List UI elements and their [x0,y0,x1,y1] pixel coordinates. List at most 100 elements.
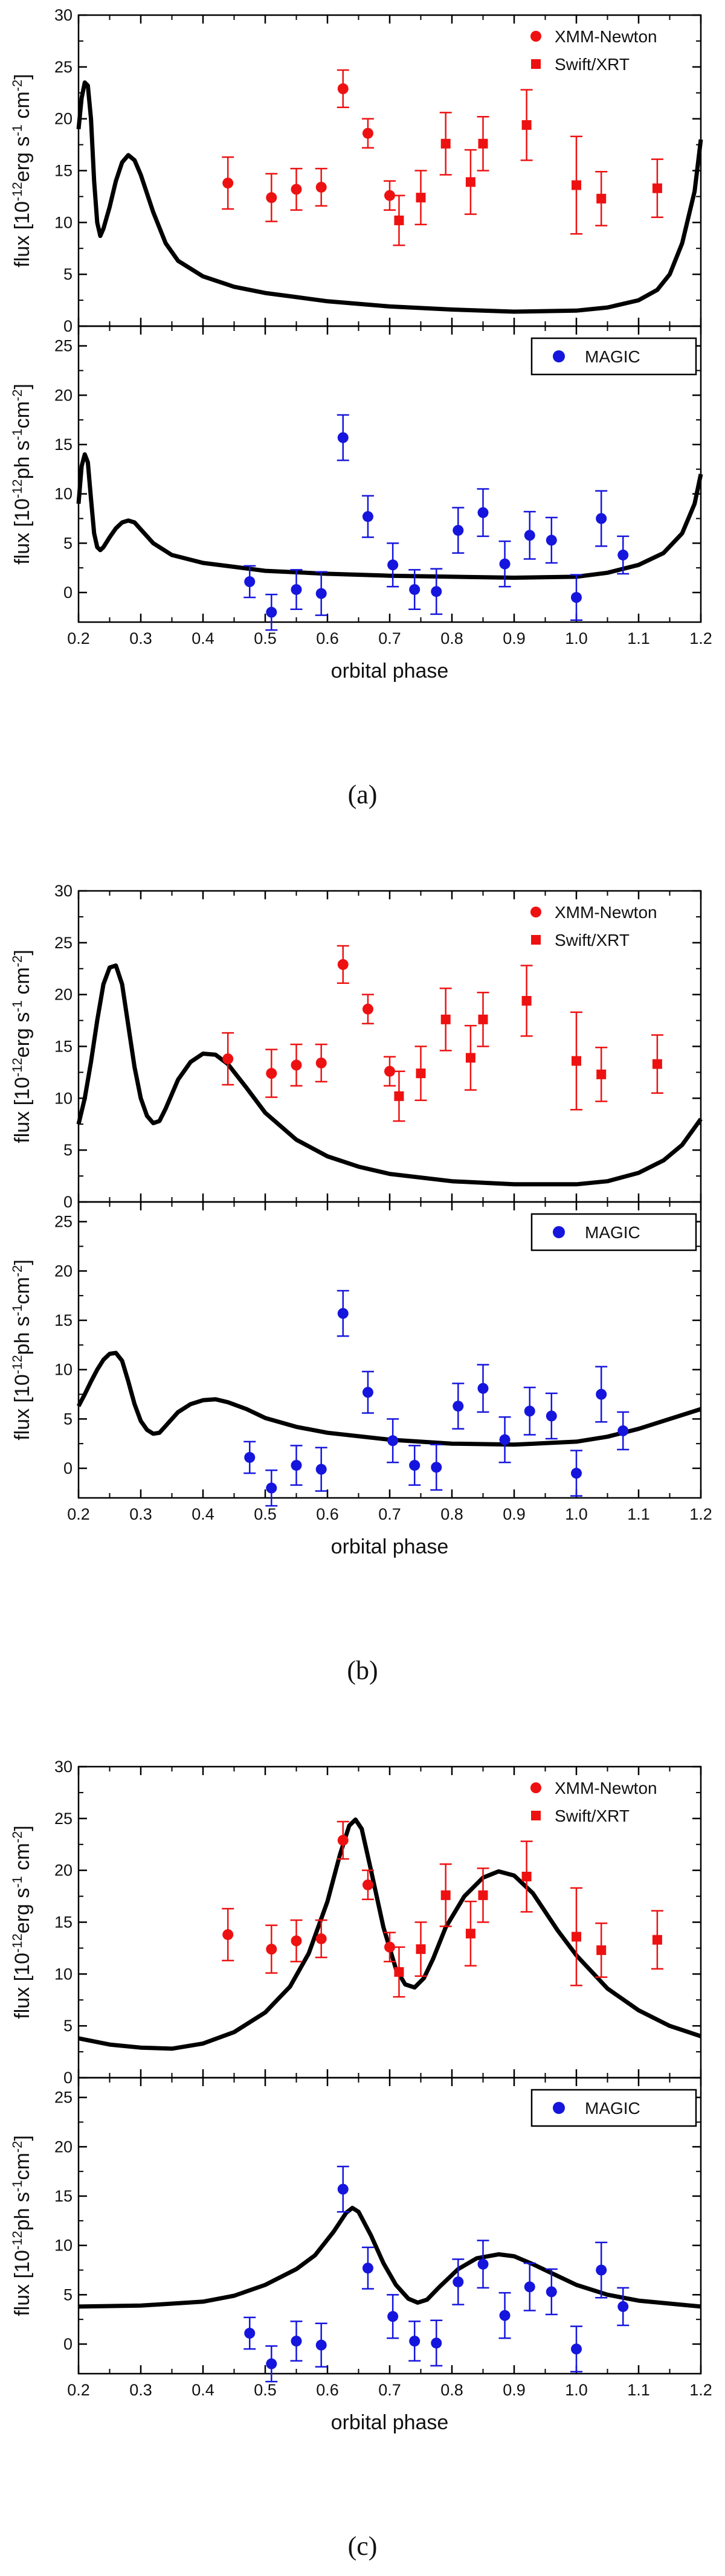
magic-point [431,1462,442,1473]
y-label-part: ] [11,384,34,389]
magic-point [617,2301,629,2312]
magic-point [337,432,349,443]
swift-point [440,138,451,149]
y-tick-label: 15 [54,2187,72,2205]
xmm-point [266,1944,277,1955]
swift-point [394,1091,404,1101]
x-tick-label: 1.2 [689,1505,712,1523]
magic-point [477,2258,489,2270]
y-tick-label: 10 [54,213,72,231]
legend-swift-label: Swift/XRT [555,1807,630,1825]
xmm-point [362,1879,373,1890]
magic-point [362,1387,373,1398]
xray-legend: XMM-Newton Swift/XRT [530,27,657,74]
y-tick-label: 25 [54,58,72,76]
magic-point [244,2328,256,2339]
y-label-part: cm [11,2153,34,2180]
swift-point [478,1014,488,1024]
magic-point [337,2183,349,2195]
y-tick-label: 20 [54,986,72,1004]
xray-y-label: flux [10-12erg s-1 cm-2] [10,74,34,267]
y-tick-label: 20 [54,1861,72,1880]
swift-point [572,180,581,190]
y-label-part: -1 [10,429,25,441]
y-tick-label: 10 [54,1089,72,1107]
y-tick-label: 5 [63,1141,72,1159]
x-tick-label: 0.5 [254,2381,277,2399]
magic-point [453,2276,464,2288]
x-tick-label: 1.2 [689,2381,712,2399]
x-tick-label: 0.5 [254,629,277,647]
y-label-part: -1 [10,1000,25,1012]
x-tick-label: 1.2 [689,629,712,647]
gamma-model-curve [76,452,703,580]
gamma-model-curve [76,1351,702,1447]
x-tick-label: 0.8 [440,629,463,647]
swift-point [478,138,488,149]
gamma-y-label: flux [10-12ph s-1cm-2] [10,384,34,565]
y-tick-label: 0 [63,2069,72,2087]
x-tick-label: 0.7 [378,2381,401,2399]
swift-point [465,1053,475,1063]
swift-point [394,215,404,225]
magic-point [409,584,420,596]
y-tick-label: 10 [54,1361,72,1379]
x-tick-label: 0.6 [316,2381,339,2399]
x-tick-label: 1.0 [565,629,588,647]
swift-point [416,193,426,203]
x-tick-label: 0.2 [67,1505,90,1523]
y-tick-label: 20 [54,2138,72,2156]
magic-point [291,1460,302,1471]
swift-point [652,1935,662,1945]
magic-point [387,2311,399,2322]
gamma-subplot: 0 5 10 15 20 25 0.2 0.3 0.4 0.5 0.6 0.7 0.8 0.9 1.0 1.1… [10,1201,712,1523]
x-tick-label: 0.9 [503,2381,526,2399]
y-label-part: -12 [10,479,25,498]
y-label-part: -2 [10,1831,25,1843]
magic-point [431,586,442,597]
y-label-part: cm [11,967,34,1000]
xray-model-curve [76,80,703,314]
x-axis-label: orbital phase [331,2411,449,2434]
magic-point [337,1308,349,1319]
magic-point [387,1435,399,1447]
x-tick-label: 1.0 [565,2381,588,2399]
y-label-part: -2 [10,2141,25,2153]
y-tick-label: 0 [63,317,72,335]
y-label-part: cm [11,1843,34,1876]
xmm-point [384,190,395,201]
magic-point [315,588,327,599]
x-tick-label: 0.3 [129,629,152,647]
magic-point [266,2358,277,2369]
gamma-y-label: flux [10-12ph s-1cm-2] [10,2135,34,2316]
panel-caption: (b) [347,1656,378,1685]
y-tick-label: 5 [63,534,72,552]
xmm-point [222,1929,234,1941]
magic-point [244,576,256,588]
y-tick-label: 25 [54,2089,72,2107]
gamma-y-label: flux [10-12ph s-1cm-2] [10,1259,34,1441]
y-label-part: -12 [10,1933,25,1953]
xmm-point [315,1057,327,1068]
y-label-part: -1 [10,2180,25,2192]
swift-point [440,1014,451,1024]
y-label-part: -2 [10,956,25,968]
y-label-part: erg s [11,137,34,182]
magic-point [477,507,489,518]
xmm-point [337,1834,349,1846]
xmm-point [222,178,234,189]
legend-xmm-label: XMM-Newton [555,27,657,46]
magic-point [362,511,373,522]
y-tick-label: 0 [63,583,72,602]
magic-point [546,1410,557,1422]
xray-model-curve [76,963,703,1187]
xmm-point [315,181,327,193]
swift-point [572,1056,581,1066]
swift-point [478,1890,488,1900]
magic-point [524,2281,535,2293]
x-tick-label: 0.6 [316,1505,339,1523]
y-tick-label: 10 [54,1965,72,1983]
